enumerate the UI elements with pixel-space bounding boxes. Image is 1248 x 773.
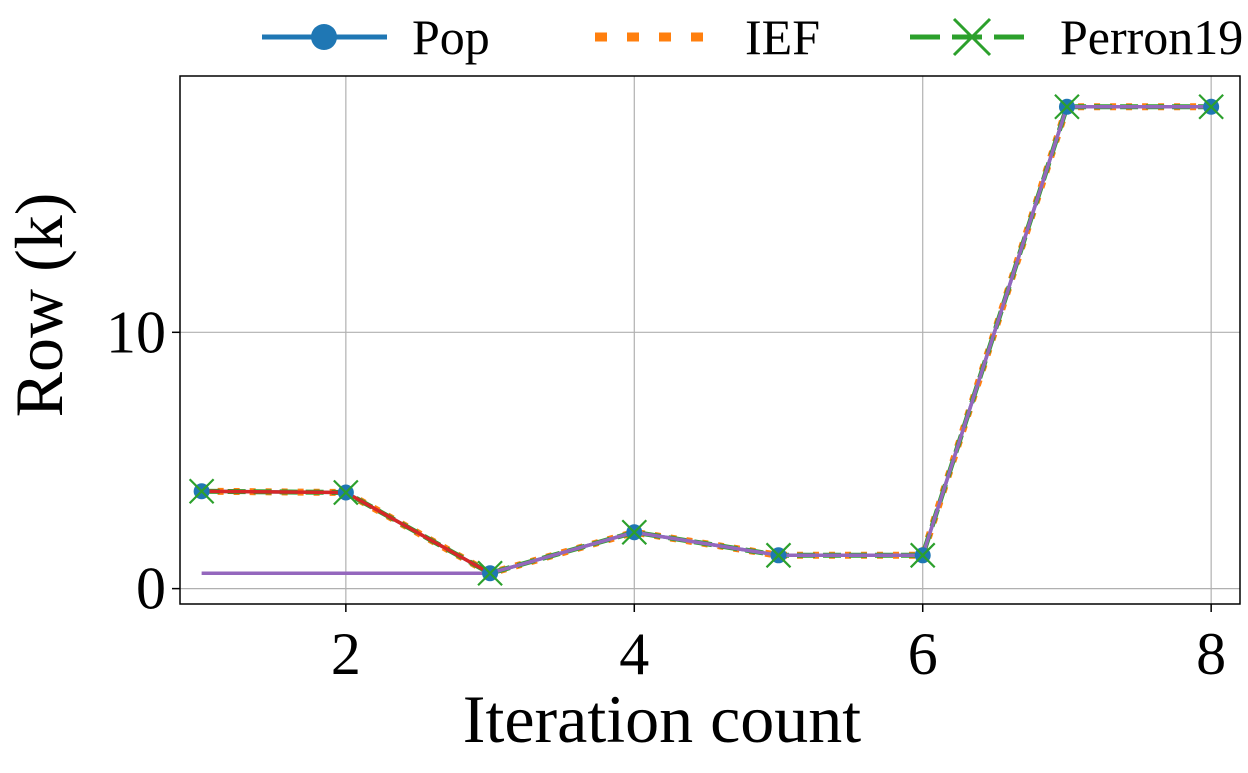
legend-label: Pop <box>412 9 490 65</box>
y-axis-label: Row (k) <box>1 193 77 418</box>
x-axis-label: Iteration count <box>463 681 862 757</box>
data-point <box>909 542 936 569</box>
data-point <box>477 560 503 587</box>
data-point <box>1198 93 1224 120</box>
data-point <box>333 479 359 506</box>
y-tick-label: 10 <box>106 299 166 365</box>
x-tick-label: 8 <box>1196 621 1226 687</box>
data-point <box>765 542 792 569</box>
data-point <box>1054 93 1080 120</box>
series-line <box>201 105 1212 575</box>
plot-area-frame <box>179 75 1241 605</box>
series-layer <box>201 103 1212 577</box>
legend-marker <box>311 24 337 50</box>
grid-layer <box>180 76 1240 604</box>
series-line <box>201 103 1212 577</box>
marker-layer <box>188 93 1224 587</box>
x-tick-label: 4 <box>619 621 649 687</box>
tick-layer: 2 4 6 8 0 10 <box>106 299 1226 687</box>
legend: Pop IEF Perron19 <box>262 9 1243 65</box>
x-tick-label: 2 <box>331 621 361 687</box>
legend-marker <box>952 17 992 57</box>
x-tick-label: 6 <box>908 621 938 687</box>
data-point <box>621 519 648 546</box>
legend-label: Perron19 <box>1060 9 1243 65</box>
series-line <box>201 104 1212 576</box>
series-line <box>201 105 1212 575</box>
data-point <box>188 478 215 505</box>
y-tick-label: 0 <box>136 556 166 622</box>
legend-label: IEF <box>745 9 820 65</box>
